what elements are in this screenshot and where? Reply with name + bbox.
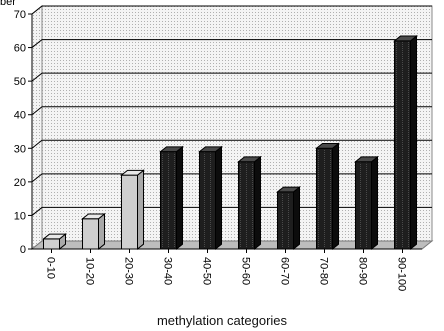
bar-side — [410, 35, 417, 251]
gridline — [31, 206, 432, 216]
bar-top — [120, 169, 145, 176]
bar — [393, 35, 418, 251]
x-tick-label: 90-100 — [396, 257, 408, 291]
bar-side — [254, 155, 261, 251]
bar-texture — [356, 162, 371, 248]
gridline — [31, 106, 432, 116]
y-tick-label: 70 — [14, 9, 26, 21]
x-tick-label: 40-50 — [201, 257, 213, 285]
x-tick-label: 0-10 — [45, 257, 57, 279]
bar-side — [293, 186, 300, 251]
bar — [198, 145, 223, 251]
bar-front — [121, 174, 138, 250]
bar-top — [393, 35, 418, 42]
bar — [159, 145, 184, 251]
y-tick-label: 0 — [20, 244, 26, 256]
bar — [120, 169, 145, 251]
bar — [276, 186, 301, 251]
bar-front — [43, 238, 60, 250]
side-wall — [31, 4, 43, 251]
bar — [315, 142, 340, 251]
bar-top — [159, 146, 184, 153]
gridline — [31, 72, 432, 82]
bar-texture — [317, 149, 332, 248]
bar-top — [42, 233, 67, 240]
gridline — [31, 5, 432, 15]
gridline — [31, 139, 432, 149]
bar-side — [137, 169, 144, 251]
x-tick-label: 20-30 — [123, 257, 135, 285]
x-tick-labels: 0-10 10-20 20-30 30-40 40-50 50-60 60-70 70-80 8… — [45, 257, 408, 291]
bar-top — [315, 142, 340, 149]
y-tick-label: 40 — [14, 110, 26, 122]
bar-side — [215, 145, 222, 251]
bar-top — [237, 156, 262, 163]
x-tick-label: 60-70 — [279, 257, 291, 285]
bar-top — [276, 186, 301, 193]
x-tick-label: 70-80 — [318, 257, 330, 285]
x-tick-label: 50-60 — [240, 257, 252, 285]
bar-top — [81, 213, 106, 220]
bar — [237, 155, 262, 251]
y-tick-label: 10 — [14, 210, 26, 222]
bars — [42, 35, 418, 251]
x-tick-label: 30-40 — [162, 257, 174, 285]
bar — [81, 212, 106, 251]
gridlines — [31, 5, 432, 216]
bar-top — [198, 146, 223, 153]
bar-texture — [239, 162, 254, 248]
bar-texture — [395, 41, 410, 248]
bar — [354, 155, 379, 251]
y-tick-label: 20 — [14, 177, 26, 189]
bar-side — [176, 145, 183, 251]
bar-side — [371, 155, 378, 251]
y-tick-label: 60 — [14, 43, 26, 55]
bar-side — [98, 212, 105, 251]
bar-texture — [278, 192, 293, 248]
y-tick-label: 50 — [14, 76, 26, 88]
x-axis-label: methylation categories — [156, 313, 288, 328]
y-tick-labels: 0 10 20 30 40 50 60 70 — [14, 9, 26, 256]
y-tick-label: 30 — [14, 143, 26, 155]
bar-side — [332, 142, 339, 251]
bar — [42, 233, 67, 251]
gridline — [31, 39, 432, 48]
bar-front — [82, 218, 99, 250]
bar-top — [354, 156, 379, 163]
bar-texture — [161, 152, 176, 248]
gridline — [31, 173, 432, 183]
x-tick-label: 80-90 — [357, 257, 369, 285]
x-tick-label: 10-20 — [84, 257, 96, 285]
y-axis-label: ber — [0, 0, 16, 8]
bar-texture — [200, 152, 215, 248]
